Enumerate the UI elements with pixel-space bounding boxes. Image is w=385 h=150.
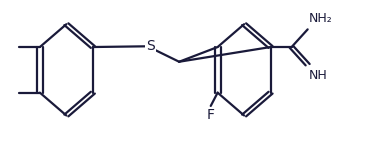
Text: F: F [207,108,215,122]
Text: NH₂: NH₂ [309,12,333,25]
Text: S: S [146,39,155,53]
Text: NH: NH [309,69,328,82]
